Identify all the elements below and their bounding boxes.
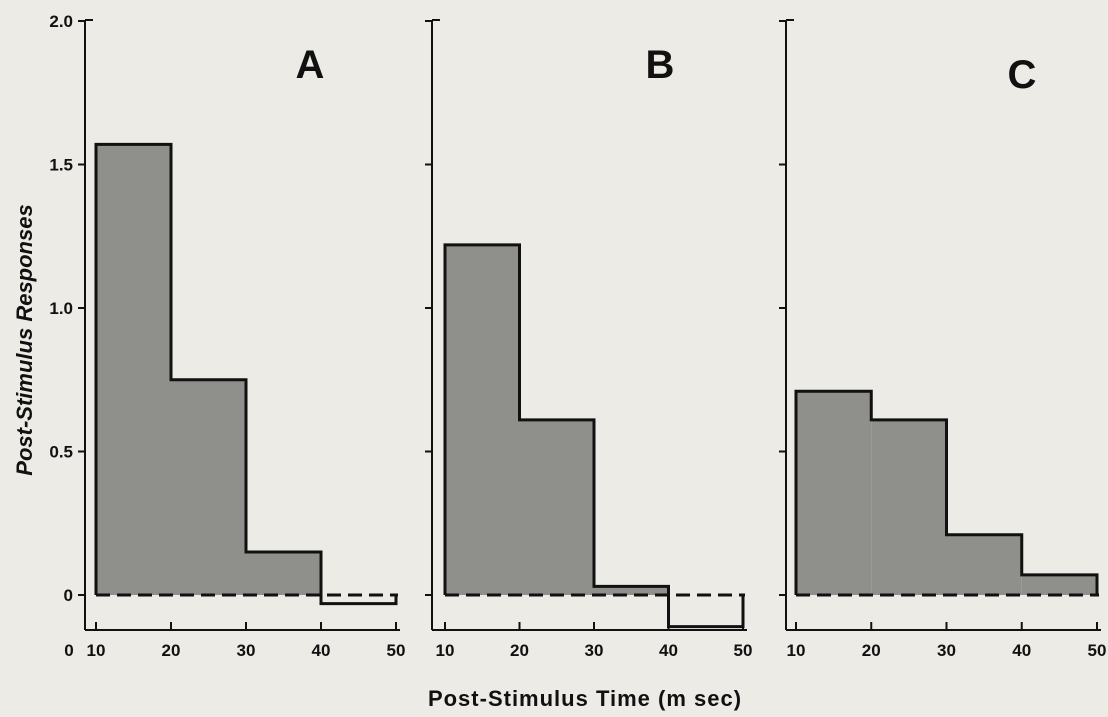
y-tick-label: 2.0: [49, 12, 73, 31]
histogram-outline: [94, 142, 398, 606]
histogram-bar: [871, 419, 947, 595]
x-tick-label: 0: [64, 641, 73, 660]
histogram-bar: [669, 595, 744, 627]
y-axis-label: Post-Stimulus Responses: [12, 204, 37, 475]
x-tick-label: 20: [862, 641, 881, 660]
x-tick-label: 10: [787, 641, 806, 660]
x-tick-label: 40: [659, 641, 678, 660]
histogram-bar: [1021, 574, 1097, 595]
x-tick-label: 10: [436, 641, 455, 660]
panels-group: 0 0.5 1.0 1.5 2.0 0 10 20 30 40 50 A 10 20 30 40 50 B 10 20…: [49, 12, 1106, 660]
histogram-outline: [794, 389, 1099, 595]
panel-label: B: [646, 43, 675, 87]
histogram-bar: [445, 244, 520, 596]
x-tick-label: 30: [937, 641, 956, 660]
y-tick-label: 1.0: [49, 299, 73, 318]
y-tick-label: 0.5: [49, 443, 73, 462]
histogram-bar: [246, 551, 321, 595]
panel-a: 0 0.5 1.0 1.5 2.0 0 10 20 30 40 50 A: [49, 12, 405, 660]
x-tick-label: 40: [312, 641, 331, 660]
x-tick-label: 10: [87, 641, 106, 660]
x-tick-label: 50: [387, 641, 406, 660]
x-axis-label: Post-Stimulus Time (m sec): [428, 686, 742, 711]
x-tick-label: 30: [237, 641, 256, 660]
panel-c: 10 20 30 40 50 C: [779, 19, 1107, 660]
panel-label: C: [1008, 53, 1037, 97]
histogram-outline: [443, 243, 745, 629]
panel-label: A: [296, 43, 325, 87]
x-tick-label: 30: [585, 641, 604, 660]
histogram-bar: [171, 379, 246, 595]
x-tick-label: 40: [1012, 641, 1031, 660]
x-tick-label: 20: [162, 641, 181, 660]
x-tick-label: 50: [1088, 641, 1107, 660]
histogram-bar: [796, 391, 872, 595]
y-tick-label: 0: [64, 586, 73, 605]
histogram-bar: [594, 586, 669, 595]
y-tick-label: 1.5: [49, 156, 73, 175]
x-tick-label: 20: [510, 641, 529, 660]
histogram-bar: [946, 534, 1022, 595]
histogram-bar: [519, 419, 594, 595]
x-tick-label: 50: [734, 641, 753, 660]
histogram-bar: [96, 144, 171, 595]
panel-b: 10 20 30 40 50 B: [425, 19, 753, 660]
